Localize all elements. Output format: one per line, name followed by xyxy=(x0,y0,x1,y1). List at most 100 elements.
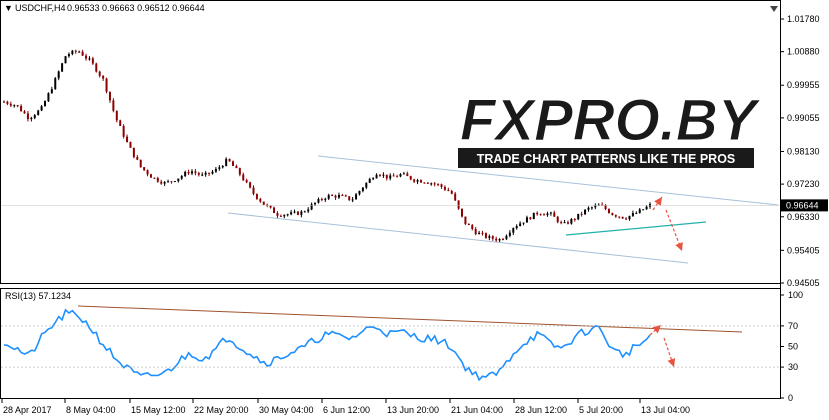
candle-body xyxy=(290,212,293,215)
candle-body xyxy=(570,218,573,224)
rsi-line xyxy=(3,308,651,382)
price-tick-label: 0.99055 xyxy=(787,113,820,123)
channel-lower-line[interactable] xyxy=(227,212,689,264)
candle-body xyxy=(553,212,556,217)
candle-body xyxy=(628,215,631,220)
candle-body xyxy=(44,101,47,107)
candle-body xyxy=(20,105,23,112)
chart-shift-marker[interactable] xyxy=(770,6,778,12)
candle-body xyxy=(184,171,187,176)
candle-body xyxy=(9,103,12,106)
candle-body xyxy=(26,113,29,120)
candle-body xyxy=(310,204,313,210)
candle-body xyxy=(112,100,115,111)
candle-body xyxy=(607,209,610,214)
candle-body xyxy=(211,171,214,174)
ohlc-label: 0.96533 0.96663 0.96512 0.96644 xyxy=(67,3,205,13)
time-tick-label: 30 May 04:00 xyxy=(259,405,314,415)
candle-body xyxy=(190,171,193,174)
candle-body xyxy=(440,184,443,187)
candle-body xyxy=(443,186,446,190)
candle-body xyxy=(40,106,43,111)
rsi-panel[interactable] xyxy=(0,288,781,399)
candle-body xyxy=(484,233,487,238)
price-arrow-up-head xyxy=(654,197,662,206)
candle-body xyxy=(402,173,405,175)
candle-body xyxy=(337,194,340,198)
candle-body xyxy=(358,190,361,195)
candle-body xyxy=(560,222,563,224)
candle-body xyxy=(317,199,320,203)
candle-body xyxy=(372,178,375,180)
candle-body xyxy=(580,213,583,215)
candle-body xyxy=(454,193,457,201)
candle-body xyxy=(214,168,217,172)
candle-body xyxy=(464,216,467,224)
candle-body xyxy=(382,174,385,176)
rsi-tick-label: 100 xyxy=(788,290,803,300)
price-tick-label: 0.95405 xyxy=(787,245,820,255)
candle-body xyxy=(529,217,532,220)
candle-body xyxy=(413,179,416,182)
candle-body xyxy=(204,172,207,175)
time-tick-label: 6 Jun 12:00 xyxy=(323,405,370,415)
candle-body xyxy=(618,216,621,218)
candle-body xyxy=(71,50,74,55)
time-tick-label: 28 Apr 2017 xyxy=(3,405,52,415)
candle-body xyxy=(245,180,248,183)
time-tick-label: 13 Jun 20:00 xyxy=(387,405,439,415)
candle-body xyxy=(91,58,94,64)
candle-body xyxy=(495,238,498,241)
candle-body xyxy=(252,187,255,194)
candle-body xyxy=(471,225,474,230)
candle-body xyxy=(78,51,81,53)
candle-body xyxy=(450,190,453,194)
support-line[interactable] xyxy=(565,221,707,236)
candle-body xyxy=(95,63,98,72)
candle-body xyxy=(334,195,337,198)
candle-body xyxy=(105,78,108,92)
candle-body xyxy=(67,54,70,57)
candle-body xyxy=(37,110,40,116)
candle-body xyxy=(389,175,392,179)
candle-body xyxy=(194,171,197,174)
watermark-logo: FXPRO.BY TRADE CHART PATTERNS LIKE THE P… xyxy=(458,88,762,168)
candle-body xyxy=(238,168,241,175)
candle-body xyxy=(50,89,53,94)
candle-body xyxy=(30,117,33,120)
candle-body xyxy=(279,215,282,217)
candle-body xyxy=(392,175,395,177)
time-tick-label: 28 Jun 12:00 xyxy=(515,405,567,415)
candle-body xyxy=(512,228,515,233)
candle-body xyxy=(584,209,587,215)
candle-body xyxy=(368,178,371,183)
candle-body xyxy=(478,232,481,235)
candle-body xyxy=(324,198,327,200)
candle-body xyxy=(13,105,16,107)
dropdown-arrow-icon[interactable]: ▼ xyxy=(4,3,13,13)
watermark-tagline: TRADE CHART PATTERNS LIKE THE PROS xyxy=(477,152,736,166)
candle-body xyxy=(488,236,491,238)
channel-upper-line[interactable] xyxy=(317,155,779,206)
candle-body xyxy=(143,167,146,171)
price-tick-label: 0.96330 xyxy=(787,212,820,222)
candle-body xyxy=(611,213,614,216)
candle-body xyxy=(355,194,358,200)
candle-body xyxy=(525,217,528,223)
rsi-trendline[interactable] xyxy=(77,305,743,333)
candle-body xyxy=(242,174,245,181)
candle-body xyxy=(129,141,132,148)
candle-body xyxy=(122,125,125,137)
time-tick-label: 22 May 20:00 xyxy=(194,405,249,415)
candle-body xyxy=(180,175,183,179)
candle-body xyxy=(149,174,152,178)
candle-body xyxy=(573,218,576,220)
candle-body xyxy=(262,201,265,205)
candle-body xyxy=(64,56,67,64)
time-tick-label: 21 Jun 04:00 xyxy=(451,405,503,415)
candle-body xyxy=(249,182,252,188)
candle-body xyxy=(491,236,494,239)
rsi-tick-label: 0 xyxy=(788,393,793,403)
candle-body xyxy=(457,200,460,209)
